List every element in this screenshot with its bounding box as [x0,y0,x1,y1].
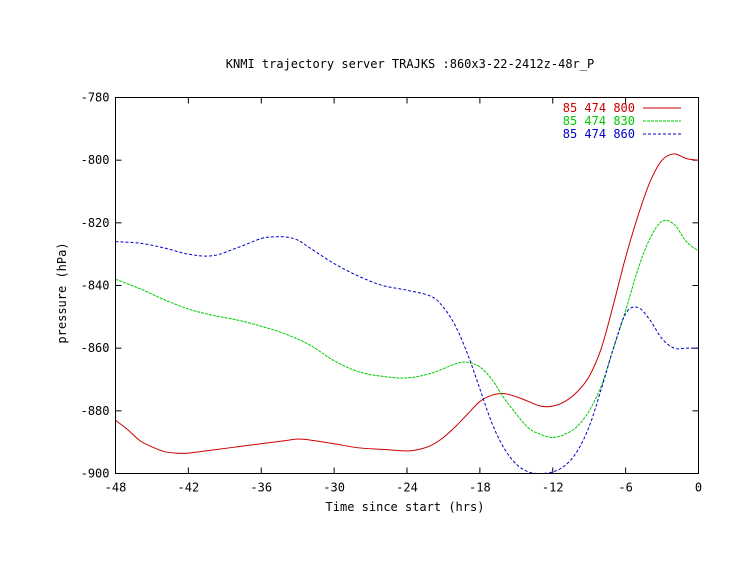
y-tick-label: -820 [81,216,110,230]
y-axis-label: pressure (hPa) [55,242,69,343]
series-lines [115,153,699,475]
y-tick-label: -880 [81,404,110,418]
plot-frame [115,97,699,474]
y-tick-label: -780 [81,91,110,105]
legend-label-3: 85 474 860 [563,127,635,141]
x-tick-label: -48 [105,481,127,495]
y-tick-label: -900 [81,467,110,481]
x-axis-label: Time since start (hrs) [326,500,485,514]
x-tick-label: -42 [178,481,200,495]
legend-label-2: 85 474 830 [563,114,635,128]
y-tick-label: -860 [81,341,110,355]
x-tick-label: -30 [323,481,345,495]
x-tick-label: -6 [618,481,632,495]
series-line-3 [115,236,699,475]
axis-ticks: -48 -42 -36 -30 -24 -18 -12 -6 0 -780 -800 -820 -840… [81,91,703,495]
y-tick-label: -800 [81,153,110,167]
chart-title: KNMI trajectory server TRAJKS :860x3-22-… [226,57,594,71]
x-tick-label: -12 [542,481,564,495]
x-tick-label: -18 [469,481,491,495]
y-tick-label: -840 [81,279,110,293]
legend-label-1: 85 474 800 [563,101,635,115]
series-line-2 [115,219,699,438]
x-tick-label: -24 [396,481,418,495]
series-line-1 [115,153,699,454]
x-tick-label: 0 [695,481,702,495]
x-tick-label: -36 [250,481,272,495]
